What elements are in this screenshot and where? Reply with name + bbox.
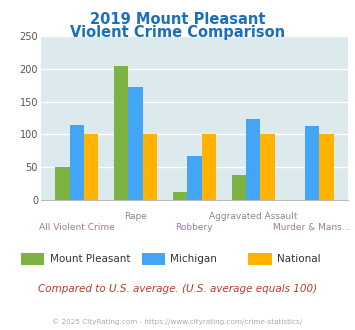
Text: Compared to U.S. average. (U.S. average equals 100): Compared to U.S. average. (U.S. average … [38, 284, 317, 294]
Bar [260, 134, 275, 200]
Bar [202, 134, 216, 200]
Bar [55, 167, 70, 200]
Text: Mount Pleasant: Mount Pleasant [50, 254, 130, 264]
Text: Violent Crime Comparison: Violent Crime Comparison [70, 25, 285, 40]
Bar [232, 175, 246, 200]
Text: Michigan: Michigan [170, 254, 217, 264]
Text: Robbery: Robbery [176, 223, 213, 232]
Bar [129, 87, 143, 200]
Text: All Violent Crime: All Violent Crime [39, 223, 115, 232]
Bar [187, 156, 202, 200]
Bar [84, 134, 98, 200]
Text: Rape: Rape [124, 212, 147, 221]
Text: National: National [277, 254, 321, 264]
Bar [143, 134, 157, 200]
Text: 2019 Mount Pleasant: 2019 Mount Pleasant [90, 12, 265, 26]
Text: Aggravated Assault: Aggravated Assault [209, 212, 297, 221]
Bar [70, 124, 84, 200]
Bar [173, 192, 187, 200]
Bar [114, 66, 129, 200]
Text: © 2025 CityRating.com - https://www.cityrating.com/crime-statistics/: © 2025 CityRating.com - https://www.city… [53, 318, 302, 325]
Bar [305, 126, 319, 200]
Text: Murder & Mans...: Murder & Mans... [273, 223, 351, 232]
Bar [319, 134, 334, 200]
Bar [246, 119, 260, 200]
